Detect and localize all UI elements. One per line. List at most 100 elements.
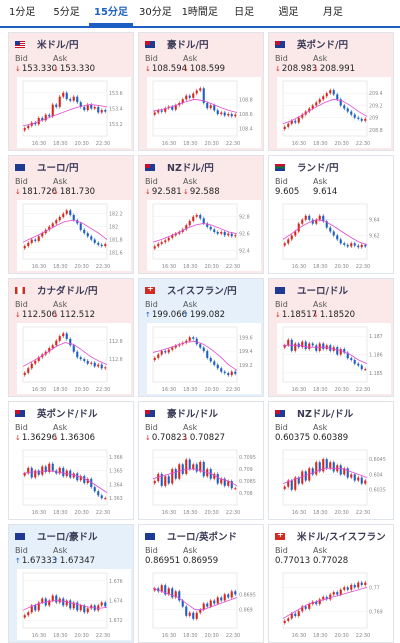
ask-value: ↓153.330: [53, 64, 95, 74]
candle-body: [181, 600, 184, 607]
pair-title[interactable]: ユーロ/豪ドル: [15, 530, 97, 543]
x-tick-label: 22:30: [96, 387, 110, 393]
candle-body: [308, 215, 311, 220]
candle-body: [364, 369, 367, 371]
pair-title[interactable]: 英ポンド/ドル: [15, 407, 97, 420]
pair-title[interactable]: ユーロ/円: [15, 161, 78, 174]
pair-title[interactable]: NZドル/ドル: [275, 407, 353, 420]
tab-15min[interactable]: 15分足: [88, 0, 134, 26]
tab-1hour[interactable]: 1時間足: [181, 7, 218, 18]
candle-body: [332, 231, 335, 236]
currency-card[interactable]: 豪ドル/円 Bid Ask ↓108.594 ↓108.599 108.8 108…: [138, 32, 264, 151]
ask-value: ↓0.70827: [183, 433, 225, 443]
candle-body: [188, 612, 191, 616]
pair-title[interactable]: カナダドル/円: [15, 284, 97, 297]
candle-body: [55, 340, 58, 346]
pair-title[interactable]: ユーロ/ドル: [275, 284, 348, 297]
ask-value-text: 0.60389: [313, 433, 349, 443]
pair-title[interactable]: ランド/円: [275, 161, 338, 174]
candlestick-svg: 153.6 153.4 153.2 16:30 18:30 20:30 22:30: [22, 80, 123, 147]
tab-monthly[interactable]: 月足: [322, 7, 343, 18]
candle-body: [55, 595, 58, 603]
candle-body: [58, 216, 61, 221]
candle-body: [27, 242, 30, 247]
y-tick-label: 153.2: [109, 122, 123, 128]
currency-card[interactable]: 英ポンド/円 Bid Ask ↓208.983 ↓208.991 209.4 20…: [268, 32, 394, 151]
candle-body: [195, 464, 198, 472]
tab-daily[interactable]: 日足: [234, 7, 255, 18]
candle-body: [23, 615, 26, 618]
ask-value-text: 208.991: [319, 64, 356, 74]
candlestick-svg: 209.4 209.2 209 208.8 16:30 18:30 20:30 22:30: [282, 80, 383, 147]
candle-body: [223, 371, 226, 374]
currency-card[interactable]: ユーロ/円 Bid Ask ↓181.726 ↓181.730 182.2 182…: [8, 155, 134, 274]
x-tick-label: 18:30: [53, 633, 67, 639]
price-chart: 1.187 1.186 1.185 16:30 18:30 20:30 22:30: [277, 323, 391, 394]
candle-body: [230, 233, 233, 237]
x-tick-label: 22:30: [226, 510, 240, 516]
currency-card[interactable]: ユーロ/豪ドル Bid Ask ↑1.67333 ↑1.67347 1.676 1…: [8, 524, 134, 643]
pair-title[interactable]: 英ポンド/円: [275, 38, 348, 51]
x-tick-label: 16:30: [32, 510, 46, 516]
currency-card[interactable]: 米ドル/スイスフラン Bid Ask 0.77013 0.77028 0.770…: [268, 524, 394, 643]
pair-title[interactable]: 米ドル/スイスフラン: [275, 530, 386, 543]
x-tick-label: 20:30: [334, 264, 348, 270]
pair-title[interactable]: NZドル/円: [145, 161, 214, 174]
tab-30min[interactable]: 30分足: [139, 7, 172, 18]
candle-body: [164, 240, 167, 243]
x-tick-label: 18:30: [53, 264, 67, 270]
candle-body: [97, 364, 100, 367]
ask-value-text: 92.588: [189, 187, 220, 197]
y-tick-label: 0.6035: [369, 488, 386, 494]
pair-title[interactable]: ユーロ/英ポンド: [145, 530, 237, 543]
pair-title[interactable]: 豪ドル/円: [145, 38, 208, 51]
tab-5min[interactable]: 5分足: [53, 7, 80, 18]
currency-card[interactable]: ランド/円 Bid Ask 9.605 9.614 9.64 9.62 16:30 1…: [268, 155, 394, 274]
currency-card[interactable]: NZドル/円 Bid Ask ↓92.581 ↓92.588 92.8 92.6 9…: [138, 155, 264, 274]
flag-icon: [15, 532, 25, 540]
candle-body: [72, 215, 75, 221]
currency-card[interactable]: NZドル/ドル Bid Ask 0.60375 0.60389 0.6045 0.…: [268, 401, 394, 520]
candle-body: [97, 605, 100, 611]
candle-body: [223, 112, 226, 116]
candle-body: [287, 480, 290, 487]
candle-body: [69, 210, 72, 215]
currency-card[interactable]: スイスフラン/円 Bid Ask ↑199.066 ↑199.082 199.6…: [138, 278, 264, 397]
candle-body: [171, 469, 174, 484]
candle-body: [97, 242, 100, 245]
candle-body: [104, 367, 107, 369]
candle-body: [69, 99, 72, 101]
candle-body: [294, 120, 297, 123]
candle-body: [76, 351, 79, 358]
flag-icon: [15, 163, 25, 171]
candle-body: [90, 478, 93, 488]
candle-body: [51, 345, 54, 349]
x-tick-label: 22:30: [356, 633, 370, 639]
y-tick-label: 1.185: [369, 371, 383, 377]
currency-card[interactable]: 米ドル/円 Bid Ask ↓153.330 ↓153.330 153.6 153…: [8, 32, 134, 151]
candle-body: [322, 459, 325, 472]
currency-card[interactable]: ユーロ/ドル Bid Ask ↓1.18517 ↓1.18520 1.187 1.…: [268, 278, 394, 397]
x-tick-label: 22:30: [356, 141, 370, 147]
currency-card[interactable]: 英ポンド/ドル Bid Ask ↓1.36296 ↓1.36306 1.366 1…: [8, 401, 134, 520]
bid-value: ↓153.330: [15, 64, 57, 74]
currency-card[interactable]: ユーロ/英ポンド Bid Ask 0.86951 0.86959 0.8695 0…: [138, 524, 264, 643]
ask-value: ↓112.512: [53, 310, 95, 320]
ask-value: 0.77028: [313, 556, 348, 566]
pair-title[interactable]: スイスフラン/円: [145, 284, 237, 297]
candle-body: [79, 223, 82, 230]
candle-body: [83, 229, 86, 234]
x-tick-label: 20:30: [204, 633, 218, 639]
currency-card[interactable]: 豪ドル/ドル Bid Ask ↓0.70823 ↓0.70827 0.7095 0…: [138, 401, 264, 520]
candle-body: [69, 338, 72, 346]
y-tick-label: 0.769: [369, 609, 383, 615]
candle-body: [44, 114, 47, 121]
tab-weekly[interactable]: 週足: [278, 7, 299, 18]
pair-title[interactable]: 米ドル/円: [15, 38, 78, 51]
candle-body: [185, 459, 188, 474]
candle-body: [51, 104, 54, 117]
currency-card[interactable]: カナダドル/円 Bid Ask ↓112.506 ↓112.512 112.8 1…: [8, 278, 134, 397]
arrow-up-icon: ↑: [53, 557, 59, 565]
pair-title[interactable]: 豪ドル/ドル: [145, 407, 218, 420]
tab-1min[interactable]: 1分足: [9, 7, 36, 18]
